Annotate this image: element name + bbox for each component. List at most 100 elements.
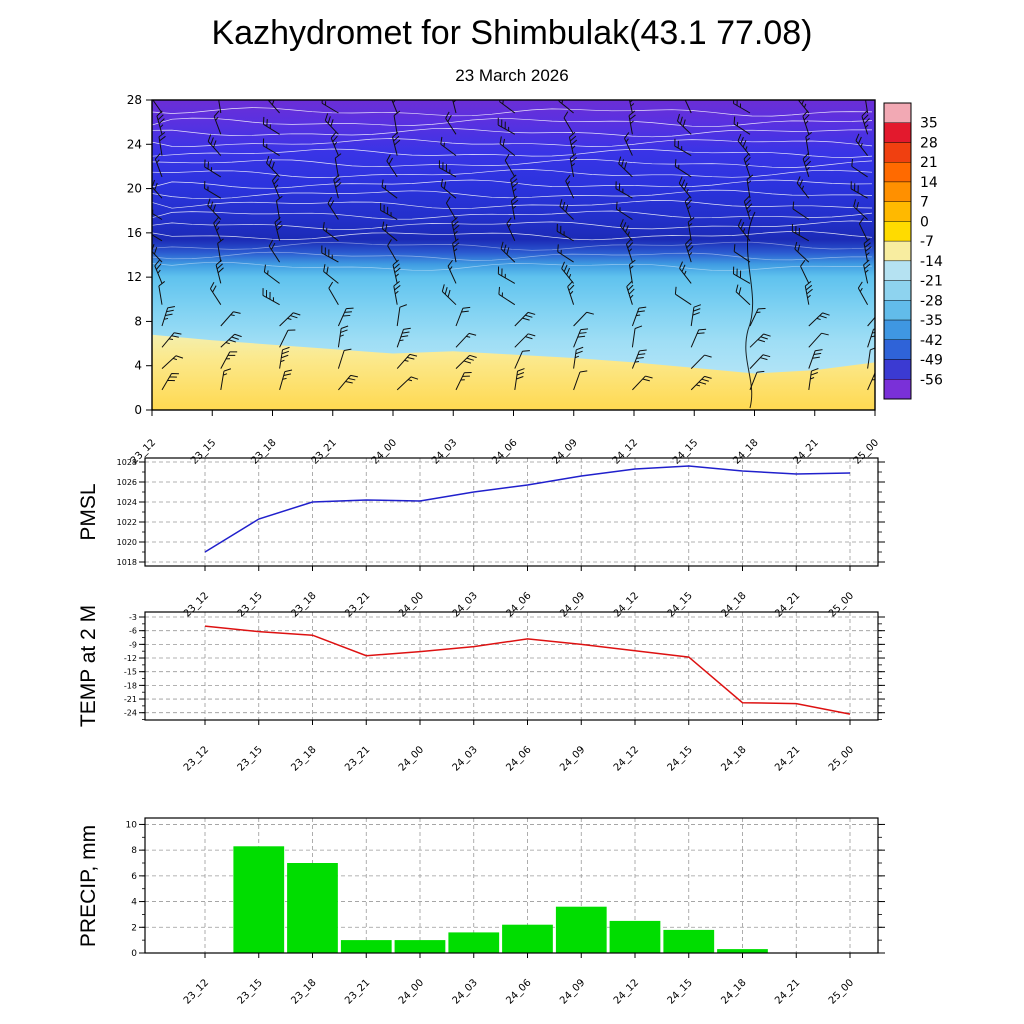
svg-text:8: 8 bbox=[134, 314, 142, 328]
svg-text:23_12: 23_12 bbox=[182, 590, 211, 619]
svg-text:23_12: 23_12 bbox=[182, 977, 211, 1006]
precip-panel: 0 2 4 6 8 10 23_12 23_15 23_18 23_21 24_00 24_03 24_… bbox=[126, 817, 885, 1007]
precip-bar bbox=[394, 940, 446, 953]
svg-text:-14: -14 bbox=[920, 254, 943, 270]
svg-text:24_12: 24_12 bbox=[612, 590, 641, 619]
white-contour-line bbox=[152, 159, 873, 168]
svg-text:-3: -3 bbox=[129, 613, 137, 622]
svg-text:23_15: 23_15 bbox=[236, 744, 265, 773]
white-contour-line bbox=[152, 117, 873, 128]
white-contour-line bbox=[152, 189, 873, 200]
svg-text:24_00: 24_00 bbox=[397, 590, 426, 619]
svg-text:28: 28 bbox=[127, 93, 142, 107]
svg-text:24_03: 24_03 bbox=[451, 744, 480, 773]
svg-text:23_21: 23_21 bbox=[343, 977, 372, 1006]
page-title: Kazhydromet for Shimbulak(43.1 77.08) bbox=[211, 14, 813, 52]
svg-text:28: 28 bbox=[920, 135, 938, 151]
svg-text:-12: -12 bbox=[124, 654, 137, 663]
svg-text:-42: -42 bbox=[920, 333, 943, 349]
svg-text:-9: -9 bbox=[129, 640, 137, 649]
svg-text:0: 0 bbox=[131, 949, 137, 959]
white-contour-line bbox=[152, 169, 873, 178]
white-contour-line bbox=[152, 261, 873, 272]
svg-text:24_06: 24_06 bbox=[504, 977, 533, 1006]
precip-bar bbox=[233, 846, 285, 953]
svg-text:7: 7 bbox=[920, 195, 929, 211]
precip-bar bbox=[555, 906, 607, 953]
white-contour-line bbox=[152, 148, 873, 158]
svg-text:-7: -7 bbox=[920, 234, 934, 250]
svg-text:23_15: 23_15 bbox=[236, 977, 265, 1006]
svg-text:12: 12 bbox=[127, 270, 142, 284]
svg-text:24_09: 24_09 bbox=[558, 590, 587, 619]
svg-text:25_00: 25_00 bbox=[827, 744, 856, 773]
white-contour-line bbox=[152, 231, 873, 241]
colorbar: 35 28 21 14 7 0 -7 -14 -21 -28 -35 -42 -49 -56 bbox=[883, 102, 943, 400]
precip-bar bbox=[663, 929, 715, 953]
precip-bar bbox=[340, 940, 392, 953]
svg-text:10: 10 bbox=[126, 820, 138, 830]
svg-text:8: 8 bbox=[131, 846, 137, 856]
svg-text:0: 0 bbox=[920, 214, 929, 230]
date-subtitle: 23 March 2026 bbox=[455, 66, 569, 85]
svg-text:24_06: 24_06 bbox=[504, 590, 533, 619]
svg-text:-21: -21 bbox=[920, 274, 943, 290]
surface-warm-band bbox=[152, 334, 875, 410]
white-contour-line bbox=[152, 107, 873, 117]
svg-text:-18: -18 bbox=[124, 681, 137, 690]
svg-text:1026: 1026 bbox=[117, 478, 137, 487]
pmsl-panel: 1018 1020 1022 1024 1026 1028 23_12 23_15 23_18 2… bbox=[117, 457, 885, 620]
svg-text:35: 35 bbox=[920, 116, 938, 132]
svg-text:1020: 1020 bbox=[117, 538, 137, 547]
svg-text:25_00: 25_00 bbox=[827, 977, 856, 1006]
svg-text:24_12: 24_12 bbox=[612, 744, 641, 773]
svg-text:24_12: 24_12 bbox=[612, 977, 641, 1006]
svg-text:-24: -24 bbox=[124, 709, 137, 718]
svg-text:20: 20 bbox=[127, 182, 142, 196]
svg-text:24_09: 24_09 bbox=[558, 977, 587, 1006]
svg-text:24_03: 24_03 bbox=[451, 977, 480, 1006]
svg-text:25_00: 25_00 bbox=[827, 590, 856, 619]
svg-text:1024: 1024 bbox=[117, 498, 137, 507]
svg-text:-49: -49 bbox=[920, 353, 943, 369]
wind-barbs bbox=[152, 100, 875, 391]
svg-text:24_09: 24_09 bbox=[558, 744, 587, 773]
svg-text:1018: 1018 bbox=[117, 558, 137, 567]
white-contour-line bbox=[152, 251, 873, 261]
svg-text:24: 24 bbox=[127, 137, 142, 151]
svg-text:23_12: 23_12 bbox=[182, 744, 211, 773]
svg-text:24_06: 24_06 bbox=[504, 744, 533, 773]
pmsl-line bbox=[204, 465, 851, 553]
svg-text:24_15: 24_15 bbox=[666, 977, 695, 1006]
svg-text:24_03: 24_03 bbox=[451, 590, 480, 619]
white-contour-line bbox=[152, 210, 873, 220]
svg-text:23_18: 23_18 bbox=[289, 744, 318, 773]
svg-text:-6: -6 bbox=[129, 627, 137, 636]
temp-line bbox=[204, 625, 851, 715]
svg-text:-21: -21 bbox=[124, 695, 137, 704]
svg-text:24_15: 24_15 bbox=[666, 744, 695, 773]
black-contour-line bbox=[745, 211, 756, 409]
svg-text:24_18: 24_18 bbox=[719, 744, 748, 773]
svg-text:1028: 1028 bbox=[117, 458, 137, 467]
svg-text:24_15: 24_15 bbox=[666, 590, 695, 619]
svg-text:23_18: 23_18 bbox=[289, 977, 318, 1006]
svg-text:2: 2 bbox=[131, 923, 137, 933]
svg-text:24_21: 24_21 bbox=[773, 977, 802, 1006]
svg-text:4: 4 bbox=[134, 359, 142, 373]
white-contour-line bbox=[152, 220, 873, 230]
svg-text:23_18: 23_18 bbox=[289, 590, 318, 619]
svg-text:21: 21 bbox=[920, 155, 938, 171]
svg-text:16: 16 bbox=[127, 226, 142, 240]
white-contour-line bbox=[152, 138, 873, 147]
svg-text:24_18: 24_18 bbox=[719, 590, 748, 619]
precip-bar bbox=[502, 924, 553, 953]
white-contour-line bbox=[152, 241, 873, 251]
svg-text:24_18: 24_18 bbox=[719, 977, 748, 1006]
svg-text:24_21: 24_21 bbox=[773, 590, 802, 619]
svg-text:23_21: 23_21 bbox=[343, 590, 372, 619]
svg-text:1022: 1022 bbox=[117, 518, 137, 527]
